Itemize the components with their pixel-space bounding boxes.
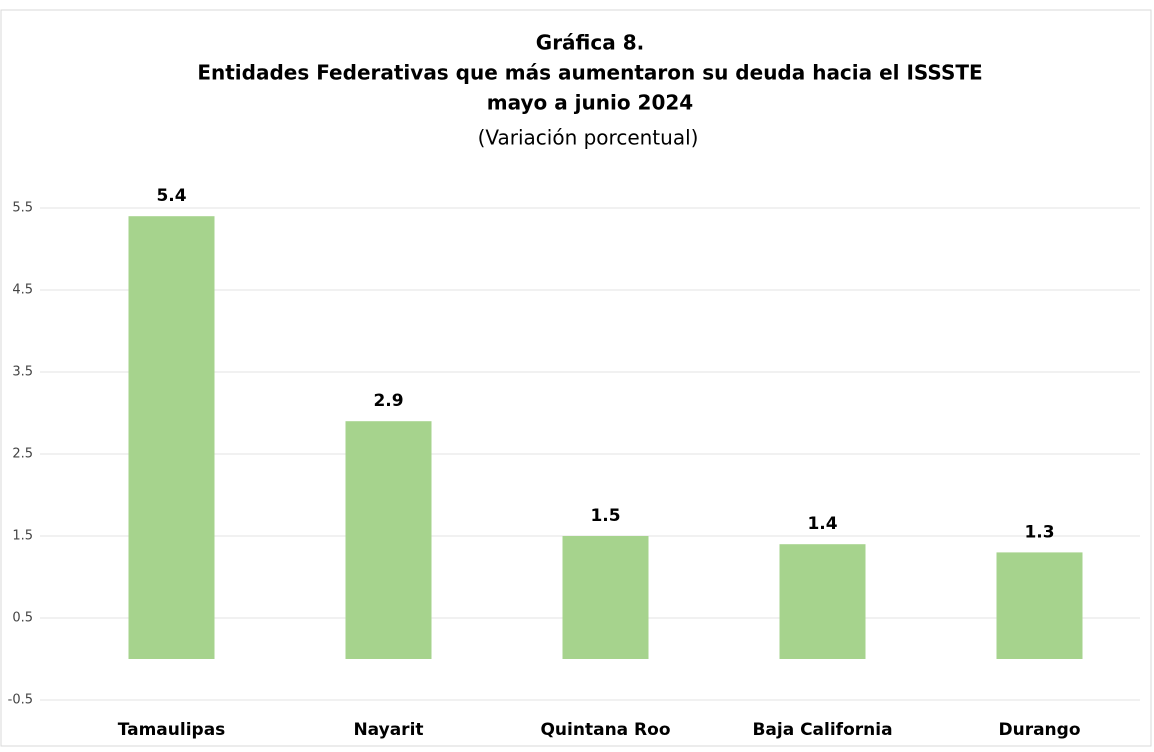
bar [562,536,649,659]
bar [996,552,1083,659]
bar [779,544,866,659]
data-label: 2.9 [373,391,403,411]
x-tick-label: Durango [998,720,1080,740]
y-tick-label: 0.5 [12,611,33,626]
chart-title: mayo a junio 2024 [487,91,693,115]
chart-title: Entidades Federativas que más aumentaron… [197,61,982,85]
data-label: 1.4 [807,514,837,534]
chart-title: Gráfica 8. [536,31,644,55]
x-tick-label: Quintana Roo [540,720,670,740]
chart-subtitle: (Variación porcentual) [478,126,699,150]
y-tick-label: 5.5 [12,201,33,216]
x-tick-label: Baja California [752,720,892,740]
data-label: 1.5 [590,506,620,526]
y-tick-label: 4.5 [12,283,33,298]
bar [128,216,215,659]
y-tick-label: 1.5 [12,529,33,544]
data-label: 1.3 [1024,522,1054,542]
x-tick-label: Nayarit [353,720,423,740]
x-tick-label: Tamaulipas [118,720,226,740]
y-tick-label: 2.5 [12,447,33,462]
bar [345,421,432,659]
chart-border [0,9,1152,747]
y-tick-label: 3.5 [12,365,33,380]
data-label: 5.4 [156,186,186,206]
y-tick-label: -0.5 [8,693,33,708]
